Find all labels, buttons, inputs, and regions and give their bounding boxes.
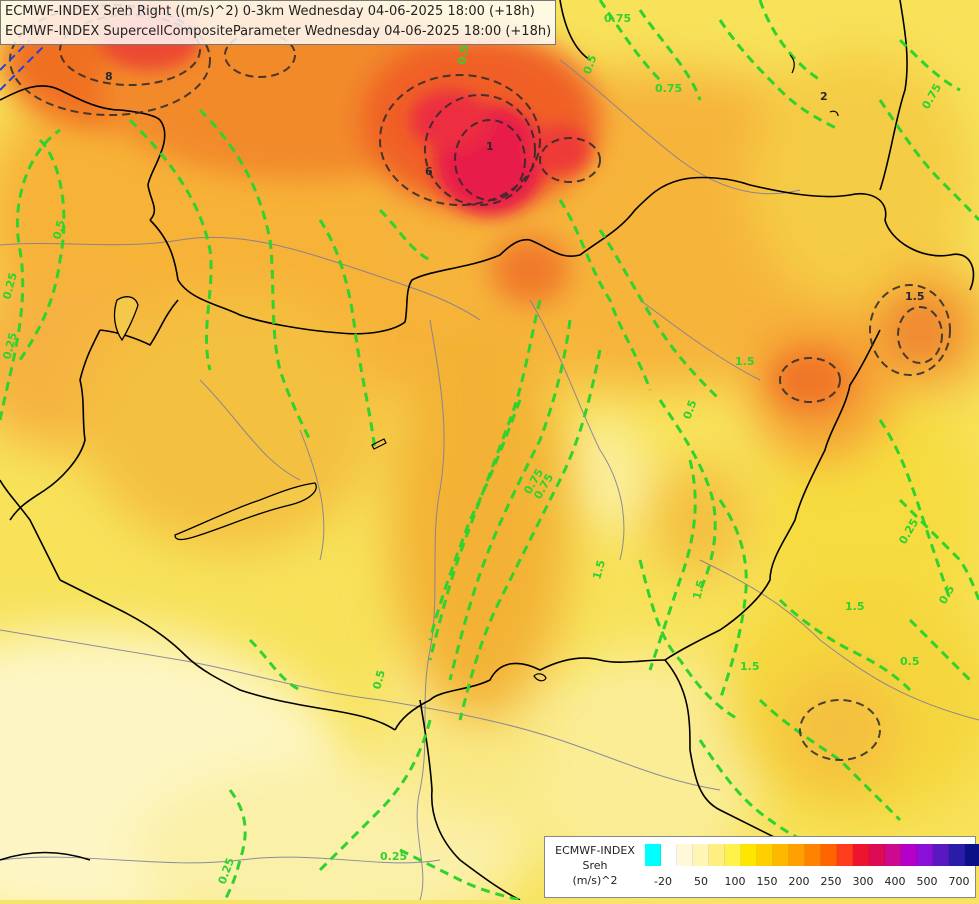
legend-swatch <box>949 844 965 866</box>
legend-swatch <box>869 844 885 866</box>
sreh-contour-label: 1.5 <box>905 290 925 303</box>
legend-swatch <box>741 844 757 866</box>
legend-swatch <box>645 844 661 866</box>
legend-swatch <box>901 844 917 866</box>
legend-swatch <box>805 844 821 866</box>
legend-swatch <box>661 844 677 866</box>
scp-contour-label: 0.75 <box>655 82 682 95</box>
scp-contour-label: 1.5 <box>590 559 608 581</box>
scp-contour-label: 1.5 <box>740 660 760 673</box>
legend-unit: (m/s)^2 <box>572 874 618 887</box>
map-title-box: ECMWF-INDEX Sreh Right ((m/s)^2) 0-3km W… <box>0 0 557 45</box>
legend-tick: 200 <box>788 875 810 888</box>
scp-contour-label: 0.5 <box>900 655 920 668</box>
legend-swatch <box>709 844 725 866</box>
legend-tick-labels: -20 50 100 150 200 250 300 400 500 700 <box>645 875 973 891</box>
scp-contour-label: 0.5 <box>370 669 388 691</box>
legend-tick: 700 <box>948 875 970 888</box>
sreh-contour-label: 1 <box>486 140 494 153</box>
legend-swatch <box>837 844 853 866</box>
legend-swatch <box>773 844 789 866</box>
legend-tick: 150 <box>756 875 778 888</box>
sreh-contour-label: 6 <box>425 165 433 178</box>
legend-tick: -20 <box>654 875 672 888</box>
small-features <box>371 54 839 682</box>
legend-swatch <box>693 844 709 866</box>
sreh-contour-label: 2 <box>820 90 828 103</box>
blue-contours <box>0 39 46 91</box>
legend-swatch <box>789 844 805 866</box>
legend-swatch <box>965 844 979 866</box>
scp-contour-label: 0.5 <box>50 219 68 241</box>
title-line-1: ECMWF-INDEX Sreh Right ((m/s)^2) 0-3km W… <box>5 4 535 19</box>
legend-tick: 50 <box>694 875 708 888</box>
legend-swatch <box>821 844 837 866</box>
color-legend: ECMWF-INDEX Sreh (m/s)^2 -20 50 100 150 200 2… <box>544 836 979 898</box>
rivers <box>0 59 979 901</box>
legend-color-bar <box>645 844 979 866</box>
legend-tick: 100 <box>724 875 746 888</box>
lakes <box>113 296 317 541</box>
scp-contour-label: 1.5 <box>690 579 708 601</box>
legend-swatch <box>757 844 773 866</box>
sreh-contour-labels: 8 1 6 1.5 2 <box>105 70 925 303</box>
sreh-contour-label: 8 <box>105 70 113 83</box>
legend-source: ECMWF-INDEX <box>555 844 635 857</box>
legend-swatch <box>725 844 741 866</box>
scp-contour-label: 0.5 <box>581 53 600 76</box>
legend-tick: 400 <box>884 875 906 888</box>
legend-header: ECMWF-INDEX Sreh (m/s)^2 <box>547 843 643 888</box>
sreh-contours <box>9 4 951 761</box>
scp-contour-label: 1.5 <box>845 600 865 613</box>
legend-tick: 300 <box>852 875 874 888</box>
scp-contour-label: 0.25 <box>380 850 407 863</box>
legend-swatch <box>853 844 869 866</box>
legend-swatch <box>885 844 901 866</box>
scp-contour-label: 0.5 <box>455 44 471 65</box>
scp-contour-label: 1.5 <box>735 355 755 368</box>
legend-tick: 500 <box>916 875 938 888</box>
legend-swatch <box>933 844 949 866</box>
legend-tick: 250 <box>820 875 842 888</box>
legend-swatch <box>677 844 693 866</box>
scp-contour-label: 0.5 <box>681 398 700 421</box>
legend-swatch <box>917 844 933 866</box>
scp-contour-label: 0.75 <box>604 12 631 25</box>
legend-variable: Sreh <box>582 859 608 872</box>
title-line-2: ECMWF-INDEX SupercellCompositeParameter … <box>5 24 552 39</box>
